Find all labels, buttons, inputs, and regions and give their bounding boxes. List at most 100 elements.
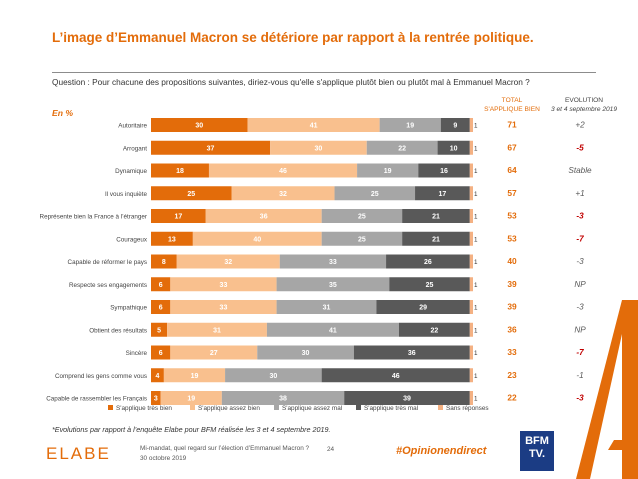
bar-segment-fairly-well (231, 186, 335, 201)
data-label-very-badly: 21 (432, 214, 440, 221)
elabe-logo: ELABE (46, 444, 111, 463)
bar-segment-very-well (151, 186, 232, 201)
bar-segment-very-well (151, 118, 248, 132)
legend-swatch-fairly-well (190, 405, 195, 410)
data-label-fairly-badly: 19 (406, 123, 414, 130)
legend-label-no-answer: Sans réponses (446, 405, 489, 412)
bar-segment-no-answer (469, 391, 473, 405)
data-label-very-badly: 9 (453, 123, 457, 130)
bar-segment-no-answer (469, 254, 473, 269)
bar-segment-fairly-well (167, 322, 267, 337)
unit-label: En % (52, 108, 74, 118)
evolution-value: NP (574, 325, 586, 334)
data-label-no-answer: 1 (474, 236, 478, 243)
data-label-no-answer: 1 (474, 373, 478, 380)
total-value: 22 (507, 393, 517, 403)
data-label-no-answer: 1 (474, 123, 478, 130)
bar-segment-fairly-badly (279, 254, 387, 269)
page-number: 24 (327, 446, 335, 453)
bar-segment-very-well (151, 140, 271, 155)
bar-segment-very-badly (376, 300, 470, 314)
evolution-value: -3 (576, 257, 584, 266)
category-label: Dynamique (115, 168, 147, 175)
bar-segment-fairly-badly (266, 322, 399, 337)
category-label: Représente bien la France à l’étranger (40, 214, 147, 221)
source-line-2: 30 octobre 2019 (140, 455, 187, 462)
page-title: L’image d’Emmanuel Macron se détériore p… (52, 30, 534, 45)
total-header-line1: TOTAL (501, 97, 523, 104)
evolution-value: -7 (576, 234, 584, 243)
bar-segment-very-well (151, 322, 168, 337)
footnote: *Evolutions par rapport à l’enquête Elab… (52, 425, 331, 434)
data-label-no-answer: 1 (474, 282, 478, 289)
category-label: Respecte ses engagements (69, 282, 147, 289)
decorative-a-shape (576, 300, 638, 479)
bar-segment-fairly-well (176, 254, 280, 269)
data-label-very-well: 30 (195, 123, 203, 130)
legend-swatch-very-badly (356, 405, 361, 410)
evolution-value: +2 (575, 121, 585, 130)
bar-segment-very-badly (415, 186, 470, 201)
bar-segment-fairly-badly (334, 186, 416, 201)
total-value: 23 (507, 370, 517, 380)
bar-segment-very-badly (402, 231, 470, 246)
legend-label-fairly-well: S'applique assez bien (198, 405, 260, 412)
bar-segment-fairly-badly (379, 118, 441, 132)
data-label-very-well: 25 (187, 191, 195, 198)
bar-segment-fairly-badly (321, 209, 403, 223)
data-label-very-well: 4 (155, 373, 159, 380)
category-label: Arrogant (123, 145, 147, 152)
data-label-fairly-well: 32 (279, 191, 287, 198)
data-label-very-badly: 10 (450, 145, 458, 152)
bar-segment-very-badly (418, 163, 470, 178)
data-label-fairly-badly: 30 (269, 373, 277, 380)
bar-segment-fairly-well (163, 368, 226, 383)
data-label-very-badly: 17 (439, 191, 447, 198)
data-label-fairly-well: 36 (260, 214, 268, 221)
data-label-very-badly: 21 (432, 236, 440, 243)
bar-segment-very-well (151, 254, 177, 269)
legend-label-very-badly: S'applique très mal (364, 405, 418, 412)
data-label-no-answer: 1 (474, 191, 478, 198)
bar-segment-no-answer (469, 277, 473, 292)
data-label-fairly-well: 19 (191, 373, 199, 380)
data-label-fairly-well: 33 (220, 305, 228, 312)
data-label-very-well: 6 (159, 350, 163, 357)
total-value: 40 (507, 256, 517, 266)
bar-segment-very-well (151, 391, 161, 405)
data-label-very-badly: 26 (424, 259, 432, 266)
evolution-header-line1: EVOLUTION (564, 97, 604, 104)
category-label: Obtient des résultats (89, 327, 147, 334)
total-value: 67 (507, 142, 517, 152)
data-label-no-answer: 1 (474, 259, 478, 266)
bar-segment-no-answer (469, 163, 473, 178)
bar-segment-fairly-badly (276, 300, 377, 314)
data-label-very-badly: 29 (419, 305, 427, 312)
data-label-very-well: 6 (159, 305, 163, 312)
bar-segment-no-answer (469, 368, 473, 383)
data-label-very-well: 37 (207, 145, 215, 152)
evolution-header-line2: 3 et 4 septembre 2019 (551, 106, 617, 113)
data-label-fairly-well: 41 (310, 123, 318, 130)
data-label-very-well: 18 (176, 168, 184, 175)
bar-segment-no-answer (469, 186, 473, 201)
category-label: Capable de rassembler les Français (46, 396, 147, 403)
evolution-value: -3 (576, 303, 584, 312)
bar-segment-fairly-well (247, 118, 380, 132)
bfm-logo-line1: BFM (525, 435, 549, 447)
category-label: Sincère (126, 350, 148, 357)
data-label-fairly-well: 33 (220, 282, 228, 289)
bar-segment-fairly-badly (366, 140, 438, 155)
data-label-fairly-well: 46 (279, 168, 287, 175)
hashtag: #Opinionendirect (396, 445, 487, 457)
bar-segment-fairly-badly (221, 391, 345, 405)
evolution-value: +1 (575, 189, 584, 198)
category-label: Capable de réformer le pays (68, 259, 147, 266)
evolution-value: -1 (576, 371, 583, 380)
data-label-very-badly: 16 (440, 168, 448, 175)
data-label-fairly-badly: 19 (384, 168, 392, 175)
evolution-value: -3 (576, 212, 584, 221)
data-label-no-answer: 1 (474, 214, 478, 221)
evolution-value: -7 (576, 348, 584, 357)
